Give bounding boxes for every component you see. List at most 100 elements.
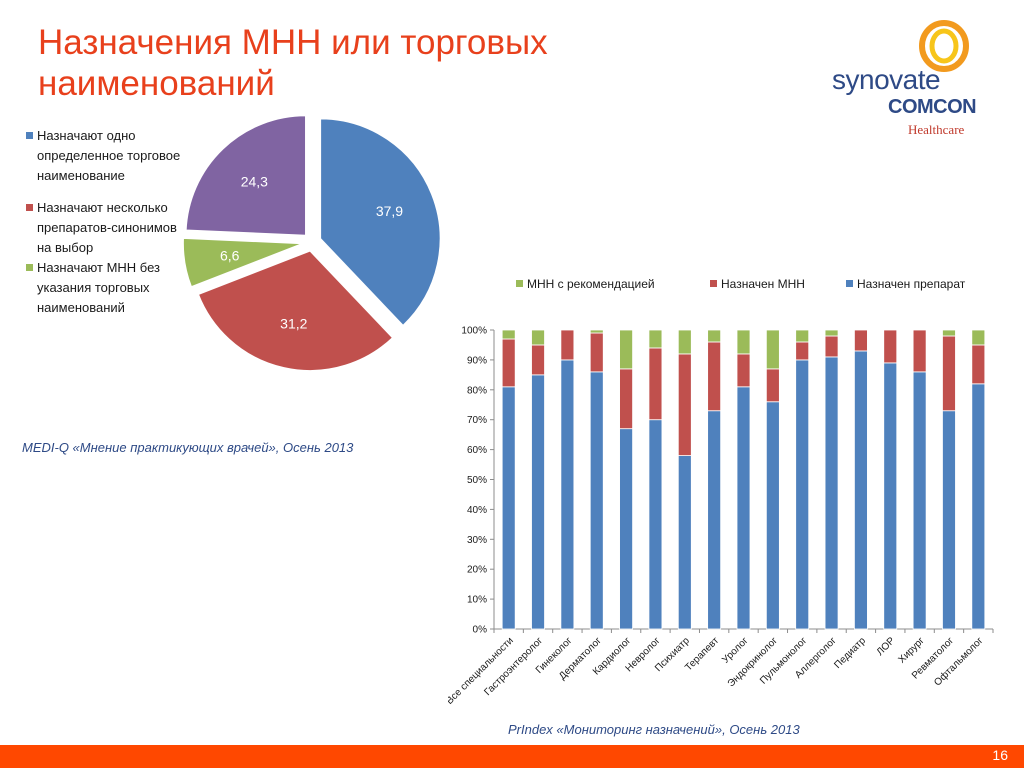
x-tick-label: ЛОР bbox=[875, 635, 898, 658]
logo-brand: synovate bbox=[832, 64, 941, 95]
y-tick-label: 60% bbox=[467, 445, 487, 456]
bar-legend-label: Назначен препарат bbox=[857, 277, 966, 291]
bar-segment bbox=[736, 353, 751, 388]
bar-segment bbox=[501, 329, 516, 340]
bar-segment bbox=[531, 329, 545, 346]
bar-segment bbox=[824, 356, 839, 630]
bar-segment bbox=[501, 386, 516, 630]
y-tick-label: 90% bbox=[467, 355, 487, 366]
bar-segment bbox=[531, 344, 545, 376]
bar-legend-label: Назначен МНН bbox=[721, 277, 805, 291]
y-tick-label: 10% bbox=[467, 595, 487, 606]
pie-slice-inn bbox=[182, 237, 304, 288]
pie-legend: Назначают одно определенное торговое наи… bbox=[26, 126, 186, 318]
bar-segment bbox=[736, 386, 751, 630]
pie-slice-other bbox=[185, 114, 307, 237]
bar-segment bbox=[942, 329, 956, 337]
y-tick-label: 70% bbox=[467, 415, 487, 426]
pie-chart: 37,9 31,2 6,6 24,3 bbox=[182, 114, 442, 372]
bar-segment bbox=[589, 371, 604, 630]
synovate-comcon-logo: synovate COMCON Healthcare bbox=[832, 20, 982, 137]
bar-segment bbox=[531, 374, 545, 630]
bar-segment bbox=[648, 347, 663, 421]
y-tick-label: 30% bbox=[467, 535, 487, 546]
bar-segment bbox=[854, 329, 868, 352]
bar-segment bbox=[795, 329, 810, 343]
bar-segment bbox=[677, 353, 692, 456]
bar-segment bbox=[677, 455, 692, 630]
bar-segment bbox=[619, 368, 633, 430]
pie-legend-label: Назначают несколько препаратов-синонимов… bbox=[37, 200, 177, 255]
pie-value-label: 31,2 bbox=[280, 315, 307, 331]
bar-segment bbox=[824, 335, 839, 358]
bar-segment bbox=[707, 329, 722, 343]
bar-segment bbox=[589, 329, 604, 334]
bar-legend-swatch bbox=[846, 280, 853, 287]
bar-legend-label: МНН с рекомендацией bbox=[527, 277, 655, 291]
pie-legend-swatch bbox=[26, 264, 33, 271]
bar-source-note: PrIndex «Мониторинг назначений», Осень 2… bbox=[508, 722, 800, 737]
y-tick-label: 0% bbox=[473, 625, 488, 636]
x-tick-label: Офтальмолог bbox=[932, 634, 986, 688]
pie-legend-item-synonyms: Назначают несколько препаратов-синонимов… bbox=[26, 198, 186, 258]
bar-segment bbox=[736, 329, 751, 355]
bar-segment bbox=[648, 419, 663, 630]
footer-bar: 16 bbox=[0, 745, 1024, 768]
pie-legend-label: Назначают МНН без указания торговых наим… bbox=[37, 260, 161, 315]
pie-value-label: 24,3 bbox=[241, 174, 268, 190]
bar-legend-item: Назначен МНН bbox=[710, 277, 805, 291]
bar-segment bbox=[912, 329, 927, 373]
logo-ring-icon bbox=[919, 20, 969, 72]
bar-segment bbox=[942, 410, 956, 630]
pie-value-label: 6,6 bbox=[220, 248, 240, 264]
pie-legend-swatch bbox=[26, 204, 33, 211]
page-number: 16 bbox=[992, 747, 1008, 763]
bar-legend-swatch bbox=[710, 280, 717, 287]
bar-segment bbox=[854, 350, 868, 630]
bar-segment bbox=[765, 401, 780, 630]
pie-legend-item-inn: Назначают МНН без указания торговых наим… bbox=[26, 258, 186, 318]
bar-segment bbox=[707, 341, 722, 412]
pie-legend-swatch bbox=[26, 132, 33, 139]
pie-legend-label: Назначают одно определенное торговое наи… bbox=[37, 128, 181, 183]
logo-sub: COMCON bbox=[888, 96, 977, 118]
stacked-bar-chart: МНН с рекомендацией Назначен МНН Назначен … bbox=[448, 277, 994, 707]
bar-segment bbox=[912, 371, 927, 630]
bar-segment bbox=[619, 329, 633, 370]
bar-segment bbox=[883, 329, 898, 364]
bar-segment bbox=[795, 341, 810, 361]
pie-legend-item-one-brand: Назначают одно определенное торговое наи… bbox=[26, 126, 186, 186]
bar-segment bbox=[501, 338, 516, 388]
x-tick-label: Педиатр bbox=[832, 635, 868, 671]
bar-segment bbox=[619, 428, 633, 630]
bar-segment bbox=[971, 383, 986, 630]
page-title: Назначения МНН или торговых наименований bbox=[38, 23, 548, 103]
y-tick-label: 100% bbox=[461, 326, 487, 337]
bar-segment bbox=[883, 362, 898, 630]
bar-segment bbox=[707, 410, 722, 630]
bar-segment bbox=[942, 335, 956, 412]
bar-segment bbox=[765, 368, 780, 403]
bar-segment bbox=[677, 329, 692, 355]
bar-segment bbox=[971, 329, 986, 346]
y-tick-label: 20% bbox=[467, 565, 487, 576]
bar-segment bbox=[648, 329, 663, 349]
logo-division: Healthcare bbox=[908, 122, 965, 137]
bar-segment bbox=[560, 359, 575, 630]
y-tick-label: 80% bbox=[467, 385, 487, 396]
bar-segment bbox=[795, 359, 810, 630]
bar-segment bbox=[560, 329, 575, 361]
bar-legend-swatch bbox=[516, 280, 523, 287]
bar-legend-item: Назначен препарат bbox=[846, 277, 966, 291]
y-tick-label: 40% bbox=[467, 505, 487, 516]
pie-slice-synonyms bbox=[197, 249, 394, 372]
pie-slice-one-brand bbox=[319, 117, 442, 327]
bar-legend-item: МНН с рекомендацией bbox=[516, 277, 655, 291]
pie-source-note: MEDI-Q «Мнение практикующих врачей», Осе… bbox=[22, 440, 354, 455]
bar-segment bbox=[589, 332, 604, 373]
bar-segment bbox=[971, 344, 986, 385]
bar-segment bbox=[765, 329, 780, 370]
y-tick-label: 50% bbox=[467, 475, 487, 486]
bar-segment bbox=[824, 329, 839, 337]
pie-value-label: 37,9 bbox=[376, 203, 403, 219]
